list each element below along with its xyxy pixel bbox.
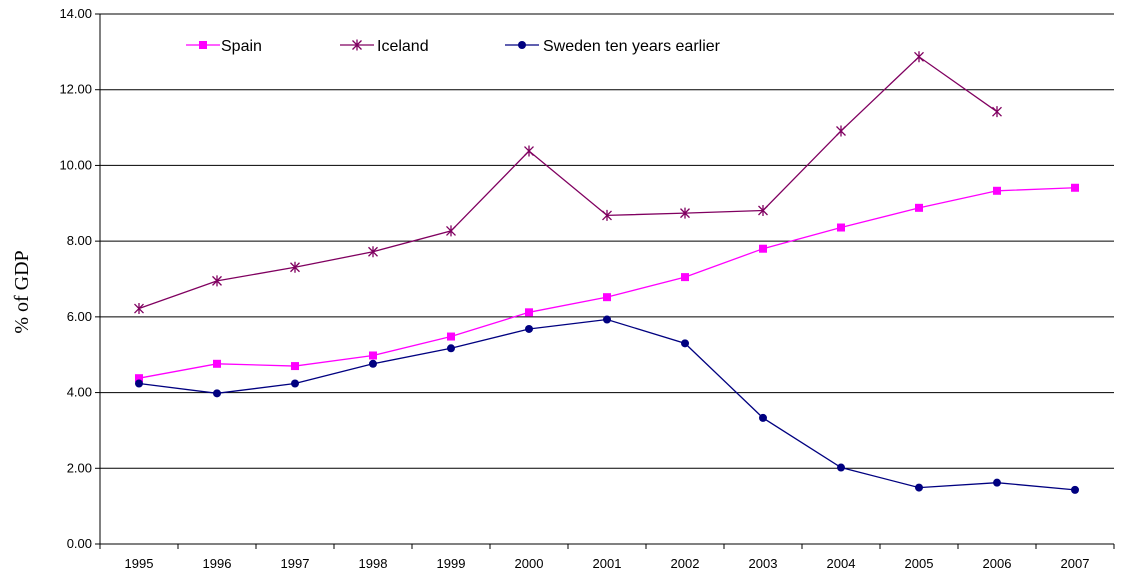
y-tick-label: 14.00: [59, 6, 92, 21]
data-point: [212, 275, 222, 287]
data-point: [993, 186, 1001, 195]
series-line: [138, 318, 1076, 491]
legend: Spain Iceland Sweden ten years earlier: [186, 38, 721, 55]
gridlines: [99, 13, 1114, 545]
y-tick-label: 8.00: [67, 233, 92, 248]
data-point: [368, 246, 378, 258]
legend-label: Iceland: [377, 38, 429, 55]
data-point: [680, 207, 690, 219]
data-point: [134, 303, 144, 315]
legend-item: Spain: [186, 38, 262, 55]
data-point: [915, 483, 923, 492]
x-tick-label: 2007: [1061, 556, 1090, 571]
data-point: [602, 209, 612, 221]
data-point: [758, 204, 768, 216]
x-tick-label: 1995: [125, 556, 154, 571]
x-tick-label: 1997: [281, 556, 310, 571]
data-point: [447, 332, 455, 341]
data-point: [290, 261, 300, 273]
y-tick-label: 2.00: [67, 460, 92, 475]
series-line: [138, 55, 998, 310]
data-point: [291, 362, 299, 371]
series-1: [134, 51, 1002, 315]
data-point: [213, 389, 221, 398]
x-tick-label: 2004: [827, 556, 856, 571]
y-tick-label: 4.00: [67, 385, 92, 400]
data-point: [836, 125, 846, 137]
data-point: [135, 379, 143, 388]
x-tick-label: 2003: [749, 556, 778, 571]
legend-marker: [199, 41, 207, 49]
data-point: [603, 293, 611, 302]
x-tick-label: 1999: [437, 556, 466, 571]
x-tick-label: 2006: [983, 556, 1012, 571]
data-point: [369, 359, 377, 368]
data-point: [447, 344, 455, 353]
x-tick-label: 2001: [593, 556, 622, 571]
data-point: [837, 463, 845, 472]
data-point: [1071, 183, 1079, 192]
y-tick-label: 6.00: [67, 309, 92, 324]
x-tick-label: 1996: [203, 556, 232, 571]
data-point: [759, 244, 767, 253]
y-tick-label: 12.00: [59, 82, 92, 97]
legend-item: Sweden ten years earlier: [505, 38, 721, 55]
data-point: [993, 478, 1001, 487]
data-point: [446, 225, 456, 237]
data-point: [681, 339, 689, 348]
data-point: [525, 324, 533, 333]
data-point: [915, 203, 923, 212]
legend-label: Spain: [221, 38, 262, 55]
x-tick-label: 2000: [515, 556, 544, 571]
series-2: [135, 315, 1079, 494]
data-point: [603, 315, 611, 324]
data-point: [992, 106, 1002, 118]
data-point: [837, 223, 845, 232]
data-point: [759, 413, 767, 422]
legend-marker: [518, 41, 526, 49]
legend-item: Iceland: [340, 38, 429, 55]
y-tick-label: 10.00: [59, 157, 92, 172]
data-point: [213, 359, 221, 368]
x-tick-label: 2005: [905, 556, 934, 571]
series-0: [135, 183, 1079, 383]
data-point: [369, 351, 377, 360]
y-tick-label: 0.00: [67, 536, 92, 551]
data-point: [291, 379, 299, 388]
data-point: [524, 145, 534, 157]
data-point: [525, 308, 533, 317]
x-tick-label: 1998: [359, 556, 388, 571]
data-point: [914, 51, 924, 63]
data-point: [135, 374, 143, 383]
data-point: [681, 273, 689, 282]
x-axis-ticks: 1995 1996 1997 1998 1999 2000 2001 2002 2003 2004…: [99, 544, 1115, 571]
y-axis-title: % of GDP: [11, 250, 33, 333]
data-point: [1071, 485, 1079, 494]
series-group: [134, 51, 1079, 494]
legend-marker: [352, 39, 362, 51]
x-tick-label: 2002: [671, 556, 700, 571]
y-axis-ticks: 0.00 2.00 4.00 6.00 8.00 10.00 12.00 14.00: [59, 6, 100, 551]
legend-label: Sweden ten years earlier: [543, 38, 721, 55]
